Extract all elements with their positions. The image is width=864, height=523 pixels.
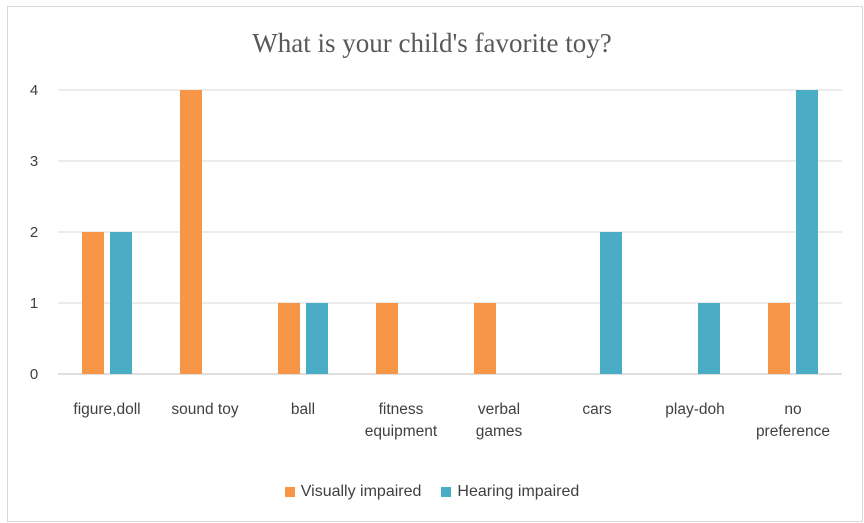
legend-swatch-visually-impaired (285, 487, 295, 497)
y-tick-label-0: 0 (30, 366, 38, 383)
x-tick-label-line: games (476, 423, 523, 440)
x-tick-label-4: verbal games (476, 401, 523, 440)
x-tick-label-1: sound toy (171, 401, 238, 418)
bar-1-7 (796, 90, 818, 374)
y-tick-label-2: 2 (30, 224, 38, 241)
bar-0-7 (768, 303, 790, 374)
legend-item-visually-impaired: Visually impaired (285, 483, 422, 501)
bar-1-5 (600, 232, 622, 374)
x-tick-label-line: ball (291, 401, 315, 418)
x-tick-label-line: figure,doll (73, 401, 140, 418)
x-tick-label-line: no (784, 401, 801, 418)
bar-1-0 (110, 232, 132, 374)
legend-swatch-hearing-impaired (441, 487, 451, 497)
x-tick-label-5: cars (582, 401, 612, 418)
bar-0-0 (82, 232, 104, 374)
x-tick-label-6: play-doh (665, 401, 724, 418)
x-tick-label-line: equipment (365, 423, 438, 440)
bar-0-4 (474, 303, 496, 374)
bar-0-2 (278, 303, 300, 374)
y-tick-label-4: 4 (30, 82, 38, 99)
x-tick-label-line: cars (582, 401, 612, 418)
legend: Visually impaired Hearing impaired (0, 481, 864, 503)
y-tick-label-1: 1 (30, 295, 38, 312)
bar-1-2 (306, 303, 328, 374)
x-tick-label-7: no preference (756, 401, 830, 440)
x-tick-label-line: preference (756, 423, 830, 440)
bar-0-1 (180, 90, 202, 374)
bar-1-6 (698, 303, 720, 374)
x-tick-label-2: ball (291, 401, 315, 418)
bar-0-3 (376, 303, 398, 374)
x-tick-label-line: play-doh (665, 401, 724, 418)
x-tick-label-line: sound toy (171, 401, 238, 418)
x-tick-label-0: figure,doll (73, 401, 140, 418)
x-tick-label-3: fitness equipment (365, 401, 438, 440)
y-tick-label-3: 3 (30, 153, 38, 170)
legend-item-hearing-impaired: Hearing impaired (441, 483, 579, 501)
x-tick-label-line: fitness (379, 401, 424, 418)
legend-label-visually-impaired: Visually impaired (301, 483, 422, 501)
legend-label-hearing-impaired: Hearing impaired (457, 483, 579, 501)
x-tick-label-line: verbal (478, 401, 520, 418)
